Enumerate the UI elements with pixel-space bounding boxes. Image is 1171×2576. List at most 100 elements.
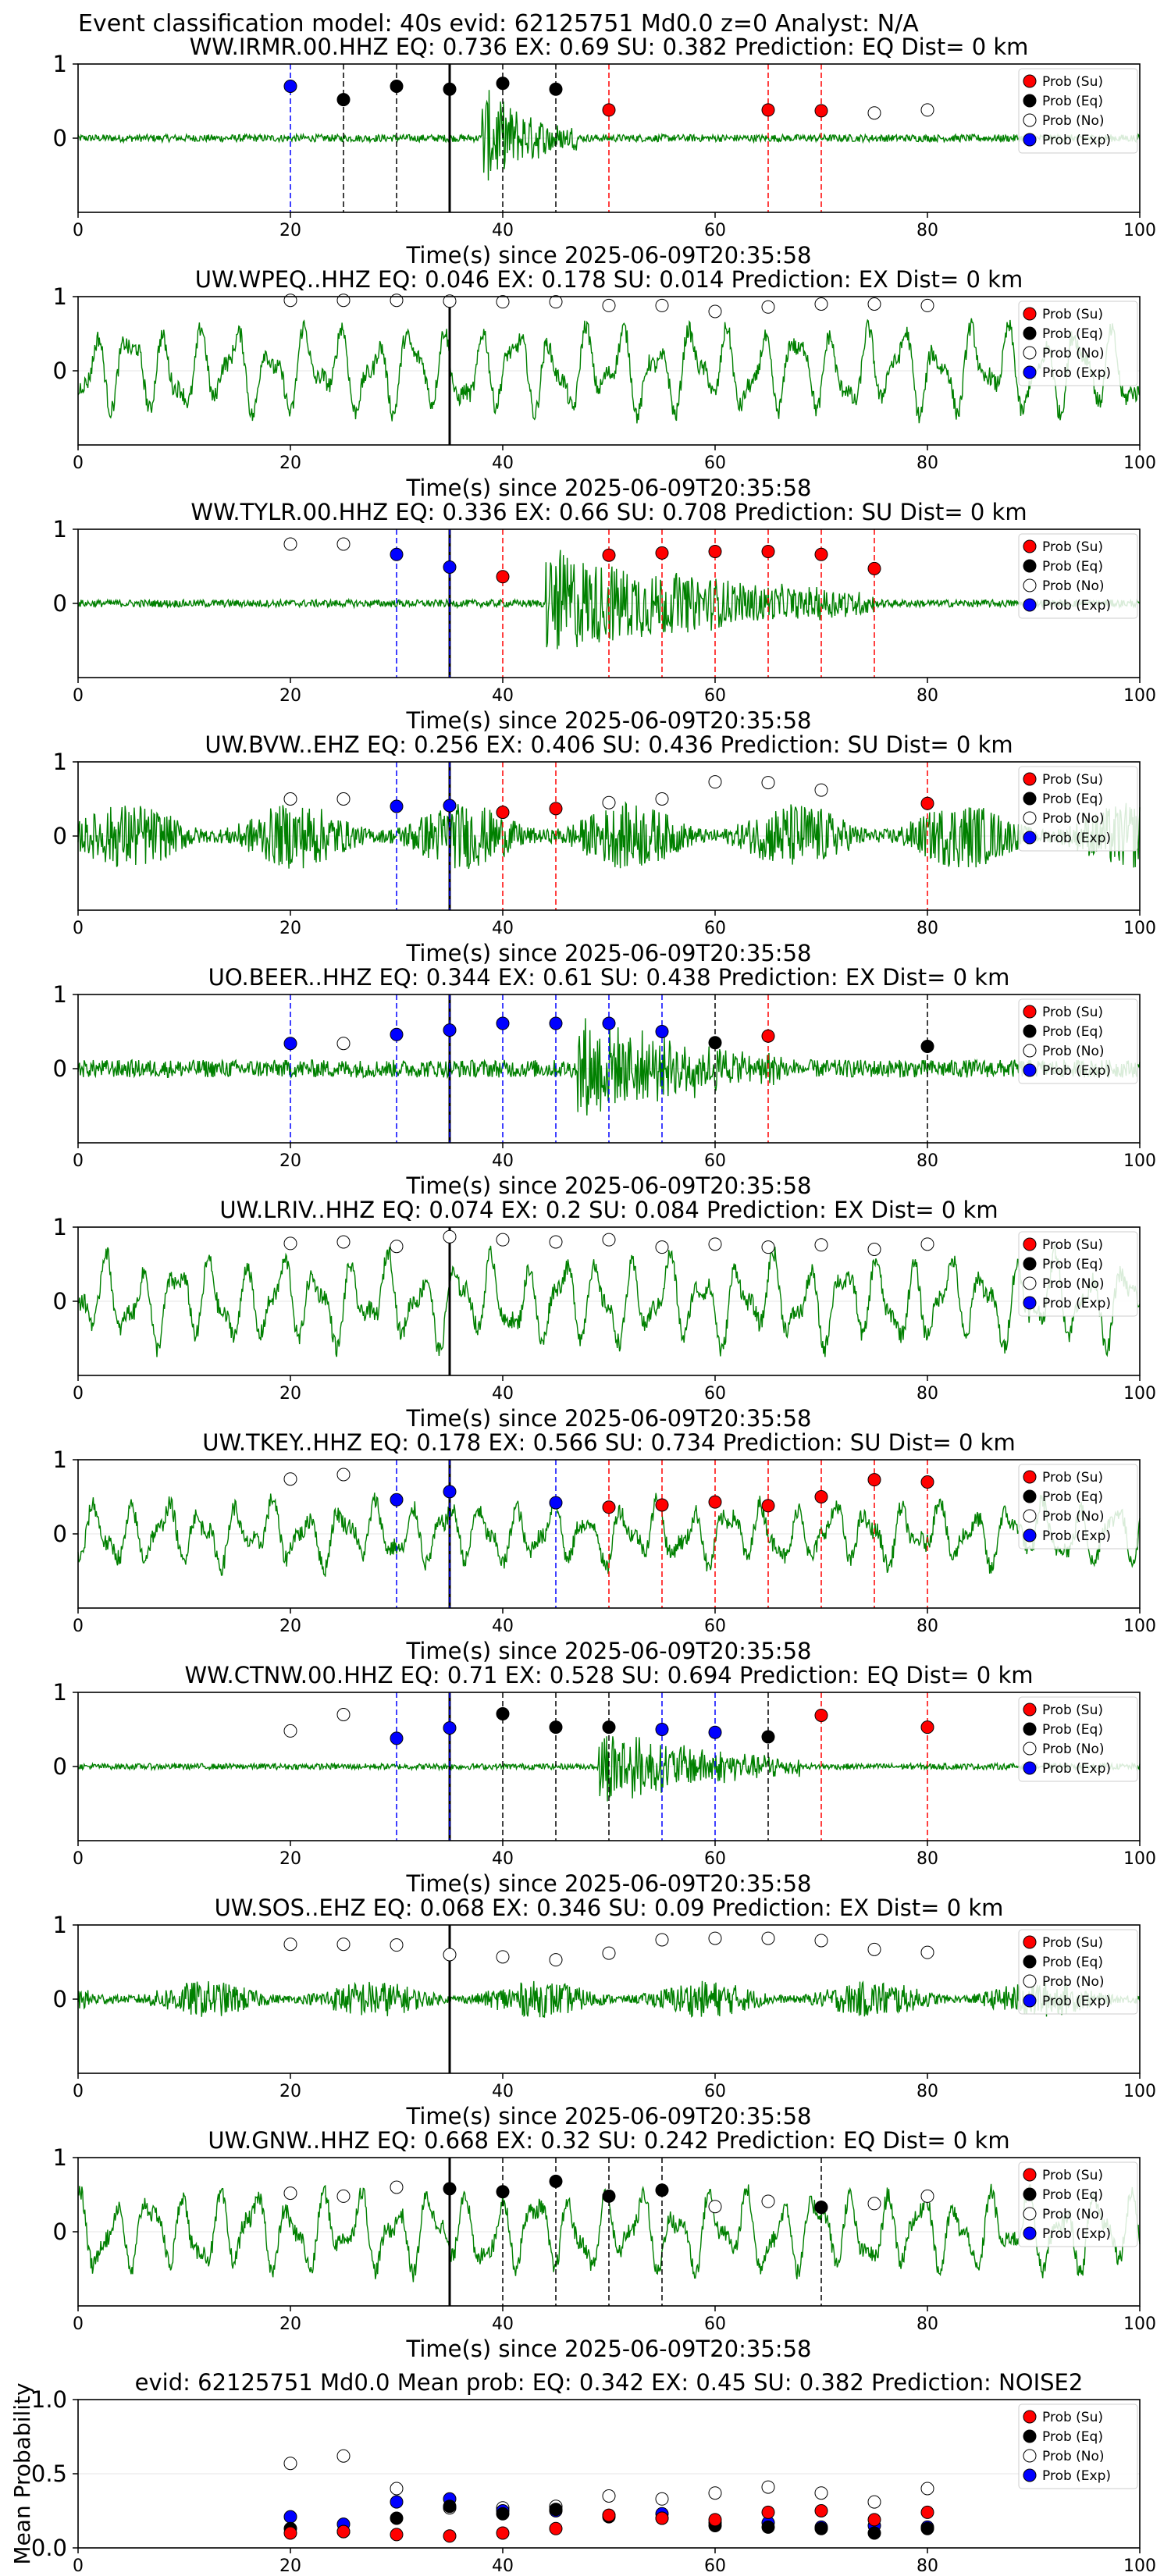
x-tick-label: 60	[704, 1617, 726, 1636]
mean-prob-marker-su	[867, 2513, 881, 2527]
x-axis-label: Time(s) since 2025-06-09T20:35:58	[406, 475, 812, 501]
y-tick-label: 1.0	[31, 2386, 67, 2413]
y-tick-label: 0	[53, 1521, 67, 1547]
prob-marker-su	[549, 802, 563, 816]
prob-marker-su	[761, 545, 775, 558]
prob-marker-su	[920, 1720, 934, 1735]
prob-marker-no	[920, 1237, 934, 1251]
prob-marker-eq	[602, 1720, 616, 1735]
panel-title: UW.LRIV..HHZ EQ: 0.074 EX: 0.2 SU: 0.084…	[219, 1197, 998, 1223]
prob-marker-no	[920, 1945, 934, 1959]
x-tick-label: 100	[1123, 919, 1156, 938]
legend-box	[1018, 533, 1138, 619]
x-tick-label: 60	[704, 1849, 726, 1869]
legend-label: Prob (Eq)	[1042, 2187, 1103, 2203]
legend-marker	[1023, 113, 1037, 127]
x-tick-label: 60	[704, 2314, 726, 2334]
legend-label: Prob (Su)	[1042, 1935, 1103, 1951]
legend-marker	[1023, 598, 1037, 612]
mean-prob-marker-eq	[761, 2520, 775, 2534]
prob-marker-exp	[708, 1725, 722, 1739]
panel-6: UW.LRIV..HHZ EQ: 0.074 EX: 0.2 SU: 0.084…	[53, 1197, 1156, 1432]
prob-marker-no	[336, 1037, 351, 1051]
legend-marker	[1023, 94, 1037, 108]
legend-label: Prob (Eq)	[1042, 1722, 1103, 1738]
x-tick-label: 100	[1123, 2082, 1156, 2101]
prob-marker-no	[602, 1946, 616, 1960]
x-tick-label: 80	[917, 2314, 938, 2334]
prob-marker-exp	[549, 1016, 563, 1030]
legend-marker	[1023, 307, 1037, 321]
legend-label: Prob (No)	[1042, 113, 1105, 129]
prob-marker-eq	[336, 93, 351, 107]
legend-label: Prob (Exp)	[1042, 598, 1111, 614]
prob-marker-exp	[390, 547, 404, 561]
figure-title: Event classification model: 40s evid: 62…	[78, 10, 919, 37]
prob-marker-eq	[549, 1720, 563, 1735]
prob-marker-su	[761, 103, 775, 117]
legend-marker	[1023, 1742, 1037, 1756]
x-tick-label: 100	[1123, 686, 1156, 706]
waveform-trace	[77, 1244, 1141, 1357]
legend-box	[1018, 2161, 1138, 2247]
x-tick-label: 80	[917, 686, 938, 706]
x-tick-label: 20	[279, 2082, 301, 2101]
y-axis-label: Mean Probability	[9, 2382, 35, 2564]
prob-marker-no	[655, 298, 669, 312]
legend-box	[1018, 68, 1138, 154]
prob-marker-no	[867, 1942, 881, 1956]
prob-marker-exp	[655, 1025, 669, 1038]
legend-label: Prob (No)	[1042, 1509, 1105, 1525]
legend-label: Prob (Eq)	[1042, 559, 1103, 575]
mean-prob-marker-no	[761, 2480, 775, 2494]
legend-marker	[1023, 1761, 1037, 1775]
prob-marker-su	[602, 103, 616, 117]
prob-marker-su	[496, 806, 510, 820]
x-axis-label: Time(s) since 2025-06-09T20:35:58	[406, 707, 812, 734]
legend-label: Prob (Eq)	[1042, 1024, 1103, 1040]
y-tick-label: 0	[53, 125, 67, 151]
x-tick-label: 60	[704, 2556, 726, 2576]
prob-marker-no	[867, 2197, 881, 2211]
legend-box	[1018, 301, 1138, 386]
mean-prob-marker-su	[814, 2504, 828, 2517]
x-tick-label: 0	[73, 1617, 84, 1636]
prob-marker-eq	[496, 1707, 510, 1721]
legend-marker	[1023, 2207, 1037, 2221]
prob-marker-no	[443, 1229, 457, 1244]
prob-marker-no	[602, 795, 616, 809]
legend-label: Prob (No)	[1042, 346, 1105, 361]
prob-marker-no	[283, 1236, 297, 1251]
x-tick-label: 60	[704, 221, 726, 240]
prob-marker-eq	[496, 76, 510, 91]
legend-label: Prob (No)	[1042, 811, 1105, 827]
x-tick-label: 0	[73, 1849, 84, 1869]
panel-5: UO.BEER..HHZ EQ: 0.344 EX: 0.61 SU: 0.43…	[53, 964, 1156, 1199]
x-tick-label: 0	[73, 2314, 84, 2334]
legend-label: Prob (No)	[1042, 1276, 1105, 1292]
x-tick-label: 80	[917, 1151, 938, 1171]
panel-title: evid: 62125751 Md0.0 Mean prob: EQ: 0.34…	[135, 2369, 1084, 2396]
prob-marker-exp	[496, 1016, 510, 1030]
x-tick-label: 40	[492, 2082, 514, 2101]
prob-marker-no	[814, 1934, 828, 1948]
x-tick-label: 40	[492, 919, 514, 938]
waveform-trace	[77, 801, 1141, 870]
prob-marker-no	[867, 297, 881, 311]
y-tick-label: 0	[53, 358, 67, 384]
mean-prob-marker-su	[920, 2505, 934, 2519]
panel-2: UW.WPEQ..HHZ EQ: 0.046 EX: 0.178 SU: 0.0…	[53, 266, 1156, 501]
mean-prob-marker-eq	[390, 2511, 404, 2525]
panel-title: UW.SOS..EHZ EQ: 0.068 EX: 0.346 SU: 0.09…	[215, 1895, 1004, 1921]
prob-marker-exp	[283, 1037, 297, 1051]
panel-4: UW.BVW..EHZ EQ: 0.256 EX: 0.406 SU: 0.43…	[53, 731, 1156, 966]
y-tick-label: 0.0	[31, 2535, 67, 2561]
prob-marker-su	[602, 1500, 616, 1514]
prob-marker-no	[761, 1240, 775, 1254]
x-axis-label: Time(s) since 2025-06-09T20:35:58	[406, 2103, 812, 2129]
prob-marker-eq	[549, 2174, 563, 2188]
prob-marker-su	[814, 104, 828, 118]
prob-marker-su	[814, 547, 828, 561]
prob-marker-exp	[443, 1721, 457, 1735]
prob-marker-su	[655, 546, 669, 560]
